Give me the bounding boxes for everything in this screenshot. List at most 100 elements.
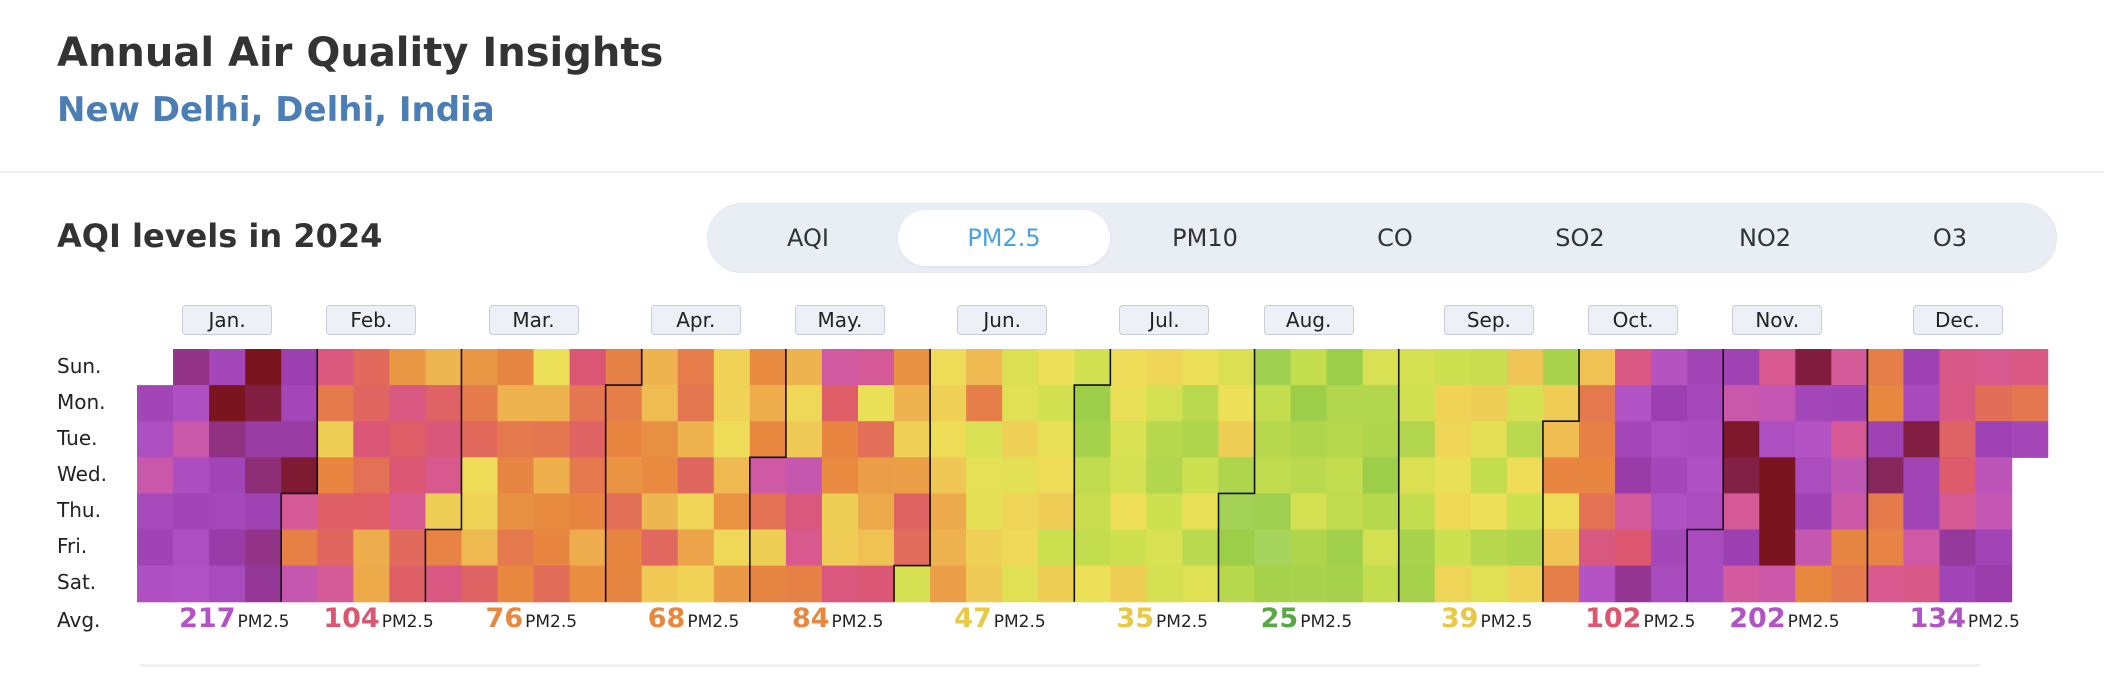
day-cell[interactable] <box>1146 493 1184 531</box>
day-cell[interactable] <box>1615 457 1652 494</box>
day-cell[interactable] <box>1687 421 1724 458</box>
day-cell[interactable] <box>1723 349 1760 386</box>
day-cell[interactable] <box>858 493 895 531</box>
day-cell[interactable] <box>1146 457 1184 494</box>
day-cell[interactable] <box>1434 349 1472 386</box>
day-cell[interactable] <box>209 529 246 567</box>
day-cell[interactable] <box>858 457 895 494</box>
day-cell[interactable] <box>641 421 679 458</box>
day-cell[interactable] <box>173 529 210 567</box>
day-cell[interactable] <box>1110 421 1147 458</box>
day-cell[interactable] <box>281 493 318 531</box>
day-cell[interactable] <box>1687 457 1724 494</box>
day-cell[interactable] <box>533 565 571 603</box>
day-cell[interactable] <box>245 349 282 386</box>
day-cell[interactable] <box>1470 457 1508 494</box>
day-cell[interactable] <box>497 493 535 531</box>
day-cell[interactable] <box>1146 385 1184 422</box>
day-cell[interactable] <box>1506 457 1544 494</box>
day-cell[interactable] <box>858 349 895 386</box>
day-cell[interactable] <box>1831 349 1868 386</box>
day-cell[interactable] <box>1218 457 1256 494</box>
day-cell[interactable] <box>641 349 679 386</box>
day-cell[interactable] <box>425 493 463 531</box>
day-cell[interactable] <box>461 565 499 603</box>
day-cell[interactable] <box>713 421 751 458</box>
day-cell[interactable] <box>1687 349 1724 386</box>
day-cell[interactable] <box>1867 385 1905 422</box>
day-cell[interactable] <box>1110 457 1147 494</box>
day-cell[interactable] <box>1831 457 1868 494</box>
day-cell[interactable] <box>1651 385 1688 422</box>
day-cell[interactable] <box>353 457 390 494</box>
day-cell[interactable] <box>749 493 787 531</box>
day-cell[interactable] <box>1290 529 1328 567</box>
day-cell[interactable] <box>1939 529 1977 567</box>
day-cell[interactable] <box>1074 493 1111 531</box>
day-cell[interactable] <box>1975 421 2013 458</box>
day-cell[interactable] <box>497 529 535 567</box>
day-cell[interactable] <box>1579 385 1616 422</box>
day-cell[interactable] <box>209 457 246 494</box>
day-cell[interactable] <box>1074 349 1111 386</box>
day-cell[interactable] <box>1542 385 1580 422</box>
tab-pm25[interactable]: PM2.5 <box>898 210 1110 266</box>
day-cell[interactable] <box>1146 565 1184 603</box>
day-cell[interactable] <box>533 457 571 494</box>
day-cell[interactable] <box>1651 421 1688 458</box>
day-cell[interactable] <box>1831 421 1868 458</box>
day-cell[interactable] <box>245 493 282 531</box>
day-cell[interactable] <box>605 385 643 422</box>
day-cell[interactable] <box>1398 349 1436 386</box>
day-cell[interactable] <box>894 493 931 531</box>
day-cell[interactable] <box>1362 421 1400 458</box>
day-cell[interactable] <box>821 421 859 458</box>
day-cell[interactable] <box>173 565 210 603</box>
day-cell[interactable] <box>1470 565 1508 603</box>
day-cell[interactable] <box>1615 493 1652 531</box>
day-cell[interactable] <box>1326 421 1364 458</box>
day-cell[interactable] <box>389 493 426 531</box>
day-cell[interactable] <box>713 385 751 422</box>
day-cell[interactable] <box>1182 349 1220 386</box>
day-cell[interactable] <box>1542 349 1580 386</box>
tab-so2[interactable]: SO2 <box>1555 224 1605 252</box>
day-cell[interactable] <box>1759 457 1796 494</box>
day-cell[interactable] <box>209 493 246 531</box>
day-cell[interactable] <box>1759 493 1796 531</box>
day-cell[interactable] <box>1434 421 1472 458</box>
day-cell[interactable] <box>1362 349 1400 386</box>
day-cell[interactable] <box>1723 457 1760 494</box>
day-cell[interactable] <box>1542 457 1580 494</box>
day-cell[interactable] <box>569 565 607 603</box>
day-cell[interactable] <box>1615 565 1652 603</box>
day-cell[interactable] <box>1579 565 1616 603</box>
day-cell[interactable] <box>605 493 643 531</box>
day-cell[interactable] <box>1254 457 1292 494</box>
day-cell[interactable] <box>245 385 282 422</box>
day-cell[interactable] <box>930 493 967 531</box>
day-cell[interactable] <box>1290 421 1328 458</box>
day-cell[interactable] <box>1218 349 1256 386</box>
day-cell[interactable] <box>1074 565 1111 603</box>
tab-aqi[interactable]: AQI <box>787 224 829 252</box>
day-cell[interactable] <box>425 349 463 386</box>
day-cell[interactable] <box>894 457 931 494</box>
day-cell[interactable] <box>1867 565 1905 603</box>
day-cell[interactable] <box>1579 349 1616 386</box>
day-cell[interactable] <box>1326 565 1364 603</box>
day-cell[interactable] <box>1398 385 1436 422</box>
day-cell[interactable] <box>821 565 859 603</box>
day-cell[interactable] <box>1218 565 1256 603</box>
day-cell[interactable] <box>1506 493 1544 531</box>
day-cell[interactable] <box>1939 565 1977 603</box>
tab-o3[interactable]: O3 <box>1932 224 1968 252</box>
day-cell[interactable] <box>785 565 823 603</box>
day-cell[interactable] <box>1903 457 1941 494</box>
day-cell[interactable] <box>461 529 499 567</box>
day-cell[interactable] <box>1831 529 1868 567</box>
day-cell[interactable] <box>1434 457 1472 494</box>
day-cell[interactable] <box>353 349 390 386</box>
day-cell[interactable] <box>966 493 1003 531</box>
day-cell[interactable] <box>1975 565 2013 603</box>
